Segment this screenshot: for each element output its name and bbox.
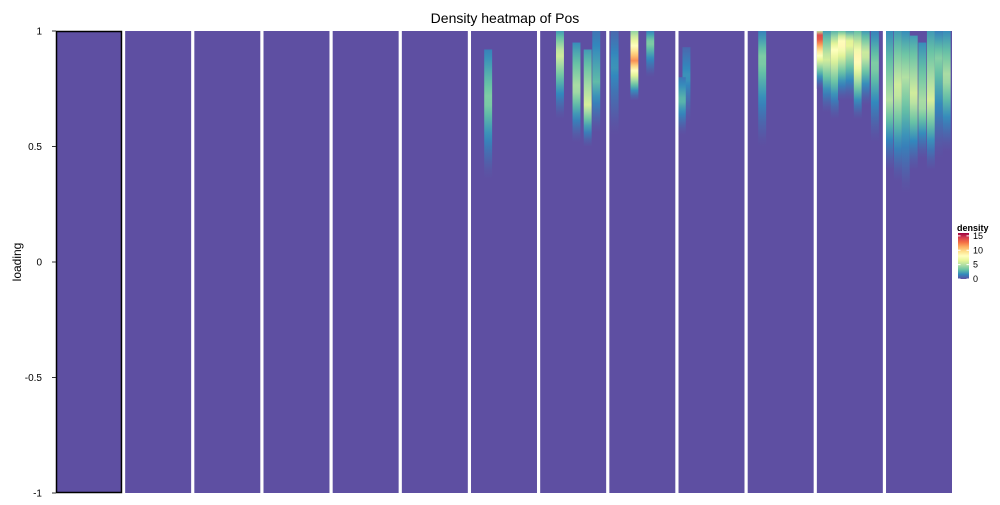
legend-tick-label: 0: [973, 274, 978, 284]
heatmap-panel: [609, 31, 676, 493]
y-tick-label: 0: [36, 258, 42, 269]
density-hotspot: [845, 31, 854, 101]
y-tick-label: -0.5: [25, 373, 43, 384]
density-hotspot: [583, 49, 592, 147]
y-tick-label: 0.5: [28, 142, 42, 153]
heatmap-panel: [125, 31, 192, 493]
panel-background: [609, 31, 676, 493]
density-hotspot: [816, 31, 825, 89]
density-hotspot: [572, 42, 581, 142]
heatmap-panel: [816, 31, 883, 493]
y-tick-label: -1: [33, 489, 42, 500]
density-hotspot: [886, 31, 894, 170]
y-axis: 1 0.5 0 -0.5 -1: [25, 27, 56, 500]
heatmap-panel: [886, 31, 952, 493]
density-hotspot: [934, 31, 943, 159]
density-hotspot: [901, 31, 910, 193]
density-hotspot: [861, 31, 870, 105]
heatmap-panel: [678, 31, 745, 493]
density-hotspot: [484, 49, 493, 179]
density-hotspot: [830, 31, 839, 119]
panel-background: [56, 31, 122, 493]
density-hotspot: [758, 31, 767, 147]
density-hotspot: [682, 47, 691, 124]
panel-background: [747, 31, 814, 493]
density-hotspot: [893, 31, 902, 182]
heatmap-panel: [471, 31, 537, 493]
density-hotspot: [678, 77, 686, 135]
panel-background: [332, 31, 399, 493]
panels-layer: [55, 30, 952, 494]
heatmap-panel: [401, 31, 468, 493]
legend-tick-label: 5: [973, 260, 978, 270]
density-hotspot: [853, 31, 862, 119]
panel-background: [194, 31, 261, 493]
heatmap-panel: [747, 31, 814, 493]
density-hotspot: [918, 42, 927, 159]
panel-outline: [55, 30, 123, 494]
legend-title: density: [957, 223, 989, 233]
heatmap-panel: [55, 30, 123, 494]
panel-background: [471, 31, 537, 493]
density-hotspot: [822, 31, 831, 112]
panel-background: [263, 31, 330, 493]
density-hotspot: [556, 31, 564, 119]
density-hotspot: [646, 31, 655, 78]
density-hotspot: [610, 31, 619, 135]
legend-colorbar: [958, 233, 969, 279]
heatmap-panel: [332, 31, 399, 493]
density-hotspot: [870, 31, 879, 142]
heatmap-panel: [540, 31, 607, 493]
density-hotspot: [837, 31, 846, 101]
density-hotspot: [630, 31, 639, 101]
density-hotspot: [909, 35, 918, 170]
heatmap-panel: [194, 31, 261, 493]
panel-background: [125, 31, 192, 493]
heatmap-panel: [263, 31, 330, 493]
legend-tick-label: 15: [973, 231, 983, 241]
panel-background: [401, 31, 468, 493]
legend-tick-label: 10: [973, 245, 983, 255]
density-hotspot: [592, 31, 601, 133]
density-hotspot: [926, 31, 935, 170]
legend: density 0 5 10 15: [957, 223, 989, 284]
y-axis-title: loading: [10, 243, 24, 282]
density-hotspot: [942, 31, 951, 152]
y-tick-label: 1: [36, 27, 42, 38]
chart-title: Density heatmap of Pos: [431, 10, 580, 26]
